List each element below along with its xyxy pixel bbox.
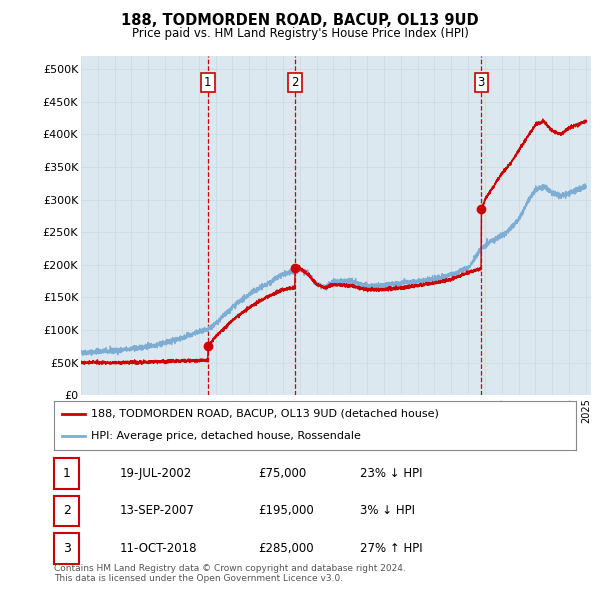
Text: 3% ↓ HPI: 3% ↓ HPI	[360, 504, 415, 517]
Text: Price paid vs. HM Land Registry's House Price Index (HPI): Price paid vs. HM Land Registry's House …	[131, 27, 469, 40]
Text: 3: 3	[62, 542, 71, 555]
Text: £75,000: £75,000	[258, 467, 306, 480]
Text: Contains HM Land Registry data © Crown copyright and database right 2024.
This d: Contains HM Land Registry data © Crown c…	[54, 563, 406, 583]
Text: 23% ↓ HPI: 23% ↓ HPI	[360, 467, 422, 480]
Text: 2: 2	[291, 76, 299, 88]
Text: 27% ↑ HPI: 27% ↑ HPI	[360, 542, 422, 555]
Text: 11-OCT-2018: 11-OCT-2018	[120, 542, 197, 555]
Text: 19-JUL-2002: 19-JUL-2002	[120, 467, 192, 480]
Text: £285,000: £285,000	[258, 542, 314, 555]
Text: 188, TODMORDEN ROAD, BACUP, OL13 9UD: 188, TODMORDEN ROAD, BACUP, OL13 9UD	[121, 13, 479, 28]
Text: 3: 3	[478, 76, 485, 88]
Text: 13-SEP-2007: 13-SEP-2007	[120, 504, 195, 517]
Text: 2: 2	[62, 504, 71, 517]
Text: 1: 1	[204, 76, 212, 88]
Text: HPI: Average price, detached house, Rossendale: HPI: Average price, detached house, Ross…	[91, 431, 361, 441]
Text: £195,000: £195,000	[258, 504, 314, 517]
Text: 188, TODMORDEN ROAD, BACUP, OL13 9UD (detached house): 188, TODMORDEN ROAD, BACUP, OL13 9UD (de…	[91, 409, 439, 419]
Text: 1: 1	[62, 467, 71, 480]
